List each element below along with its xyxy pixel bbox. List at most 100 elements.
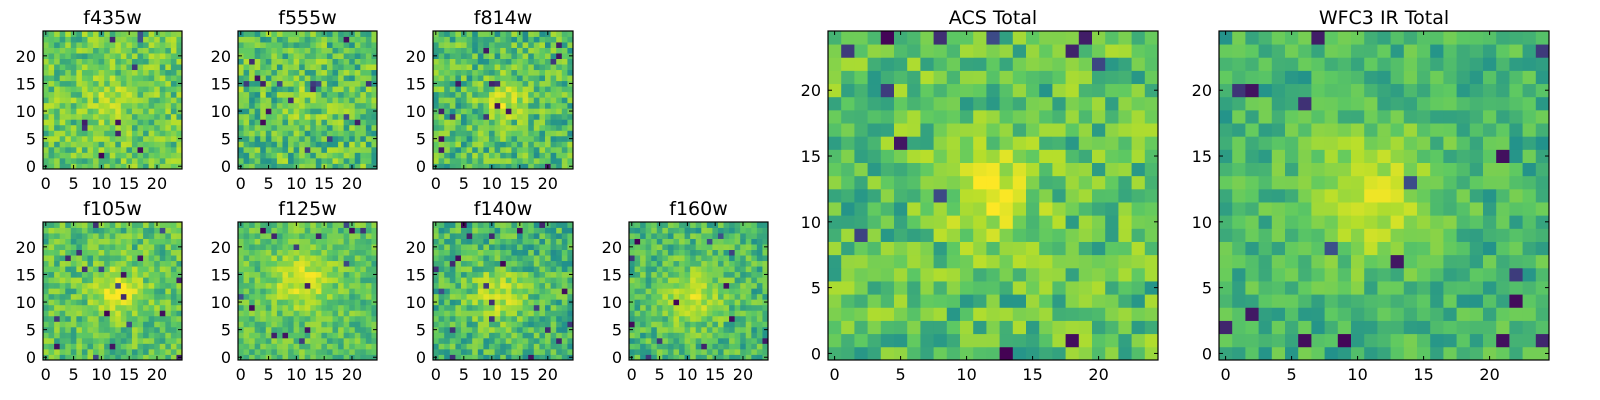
heatmap-cell — [894, 294, 908, 308]
heatmap-cell — [243, 53, 250, 59]
heatmap-cell — [326, 124, 333, 131]
heatmap-cell — [288, 354, 294, 361]
heatmap-cell — [349, 53, 356, 59]
heatmap-cell — [449, 91, 456, 98]
heatmap-cell — [550, 80, 557, 87]
heatmap-cell — [500, 299, 507, 306]
heatmap-cell — [673, 282, 680, 289]
heatmap-cell — [76, 233, 83, 239]
heatmap-cell — [756, 271, 763, 278]
heatmap-cell — [894, 307, 908, 321]
heatmap-cell — [656, 310, 663, 317]
heatmap-cell — [545, 58, 551, 65]
heatmap-cell — [109, 69, 116, 76]
heatmap-cell — [299, 130, 306, 137]
heatmap-cell — [751, 354, 758, 361]
heatmap-cell — [662, 304, 669, 311]
heatmap-cell — [131, 141, 138, 148]
heatmap-cell — [76, 288, 83, 295]
heatmap-cell — [254, 135, 261, 142]
heatmap-cell — [176, 36, 183, 43]
heatmap-cell — [472, 315, 479, 322]
heatmap-cell — [159, 277, 166, 284]
heatmap-cell — [238, 113, 244, 120]
heatmap-cell — [854, 320, 868, 335]
heatmap-cell — [115, 42, 122, 48]
heatmap-cell — [522, 113, 529, 120]
heatmap-cell — [550, 157, 557, 164]
heatmap-cell — [81, 271, 88, 278]
heatmap-cell — [533, 337, 540, 344]
heatmap-cell — [505, 58, 512, 65]
heatmap-cell — [176, 255, 183, 262]
heatmap-cell — [360, 227, 367, 234]
heatmap-cell — [288, 249, 294, 256]
heatmap-cell — [170, 348, 177, 355]
heatmap-cell — [131, 354, 138, 361]
heatmap-cell — [1012, 188, 1027, 203]
heatmap-cell — [550, 31, 557, 37]
heatmap-cell — [81, 108, 88, 115]
heatmap-cell — [260, 91, 267, 98]
heatmap-cell — [762, 266, 769, 273]
heatmap-cell — [59, 288, 66, 295]
heatmap-cell — [137, 277, 144, 284]
heatmap-cell — [65, 75, 72, 82]
heatmap-cell — [511, 222, 518, 228]
heatmap-cell — [1092, 215, 1106, 229]
heatmap-cell — [477, 163, 484, 170]
heatmap-cell — [299, 326, 306, 333]
heatmap-cell — [338, 310, 345, 317]
heatmap-cell — [109, 222, 116, 228]
heatmap-cell — [438, 163, 445, 170]
heatmap-cell — [1092, 346, 1106, 361]
heatmap-cell — [137, 282, 144, 289]
heatmap-cell — [260, 282, 267, 289]
heatmap-cell — [867, 281, 882, 295]
heatmap-cell — [115, 80, 122, 87]
heatmap-cell — [310, 337, 317, 344]
heatmap-cell — [1026, 281, 1040, 295]
heatmap-cell — [282, 299, 289, 306]
heatmap-cell — [120, 299, 127, 306]
heatmap-cell — [238, 293, 244, 300]
heatmap-cell — [81, 130, 88, 137]
heatmap-cell — [93, 310, 99, 317]
heatmap-cell — [640, 315, 647, 322]
heatmap-cell — [528, 354, 535, 361]
heatmap-cell — [148, 222, 155, 228]
heatmap-cell — [438, 91, 445, 98]
heatmap-cell — [828, 294, 842, 308]
heatmap-cell — [293, 47, 300, 54]
heatmap-cell — [494, 337, 501, 344]
heatmap-cell — [494, 86, 501, 93]
heatmap-cell — [354, 69, 361, 76]
heatmap-cell — [93, 75, 99, 82]
y-tick-label: 20 — [211, 238, 231, 257]
heatmap-cell — [907, 320, 921, 335]
heatmap-cell — [706, 227, 713, 234]
heatmap-cell — [723, 249, 730, 256]
heatmap-cell — [556, 75, 563, 82]
heatmap-cell — [444, 53, 451, 59]
heatmap-cell — [695, 277, 702, 284]
heatmap-cell — [176, 249, 183, 256]
heatmap-cell — [371, 282, 378, 289]
heatmap-cell — [528, 310, 535, 317]
heatmap-cell — [511, 108, 518, 115]
heatmap-cell — [477, 233, 484, 239]
heatmap-cell — [751, 288, 758, 295]
heatmap-cells — [238, 222, 378, 361]
heatmap-cell — [93, 80, 99, 87]
heatmap-cell — [310, 135, 317, 142]
heatmap-cell — [243, 58, 250, 65]
heatmap-cell — [276, 249, 283, 256]
heatmap-cell — [556, 321, 563, 328]
heatmap-cell — [477, 91, 484, 98]
heatmap-cell — [304, 326, 311, 333]
heatmap-cell — [165, 64, 172, 71]
heatmap-cell — [960, 346, 974, 361]
heatmap-cell — [332, 277, 339, 284]
heatmap-cell — [500, 288, 507, 295]
heatmap-cell — [321, 310, 328, 317]
